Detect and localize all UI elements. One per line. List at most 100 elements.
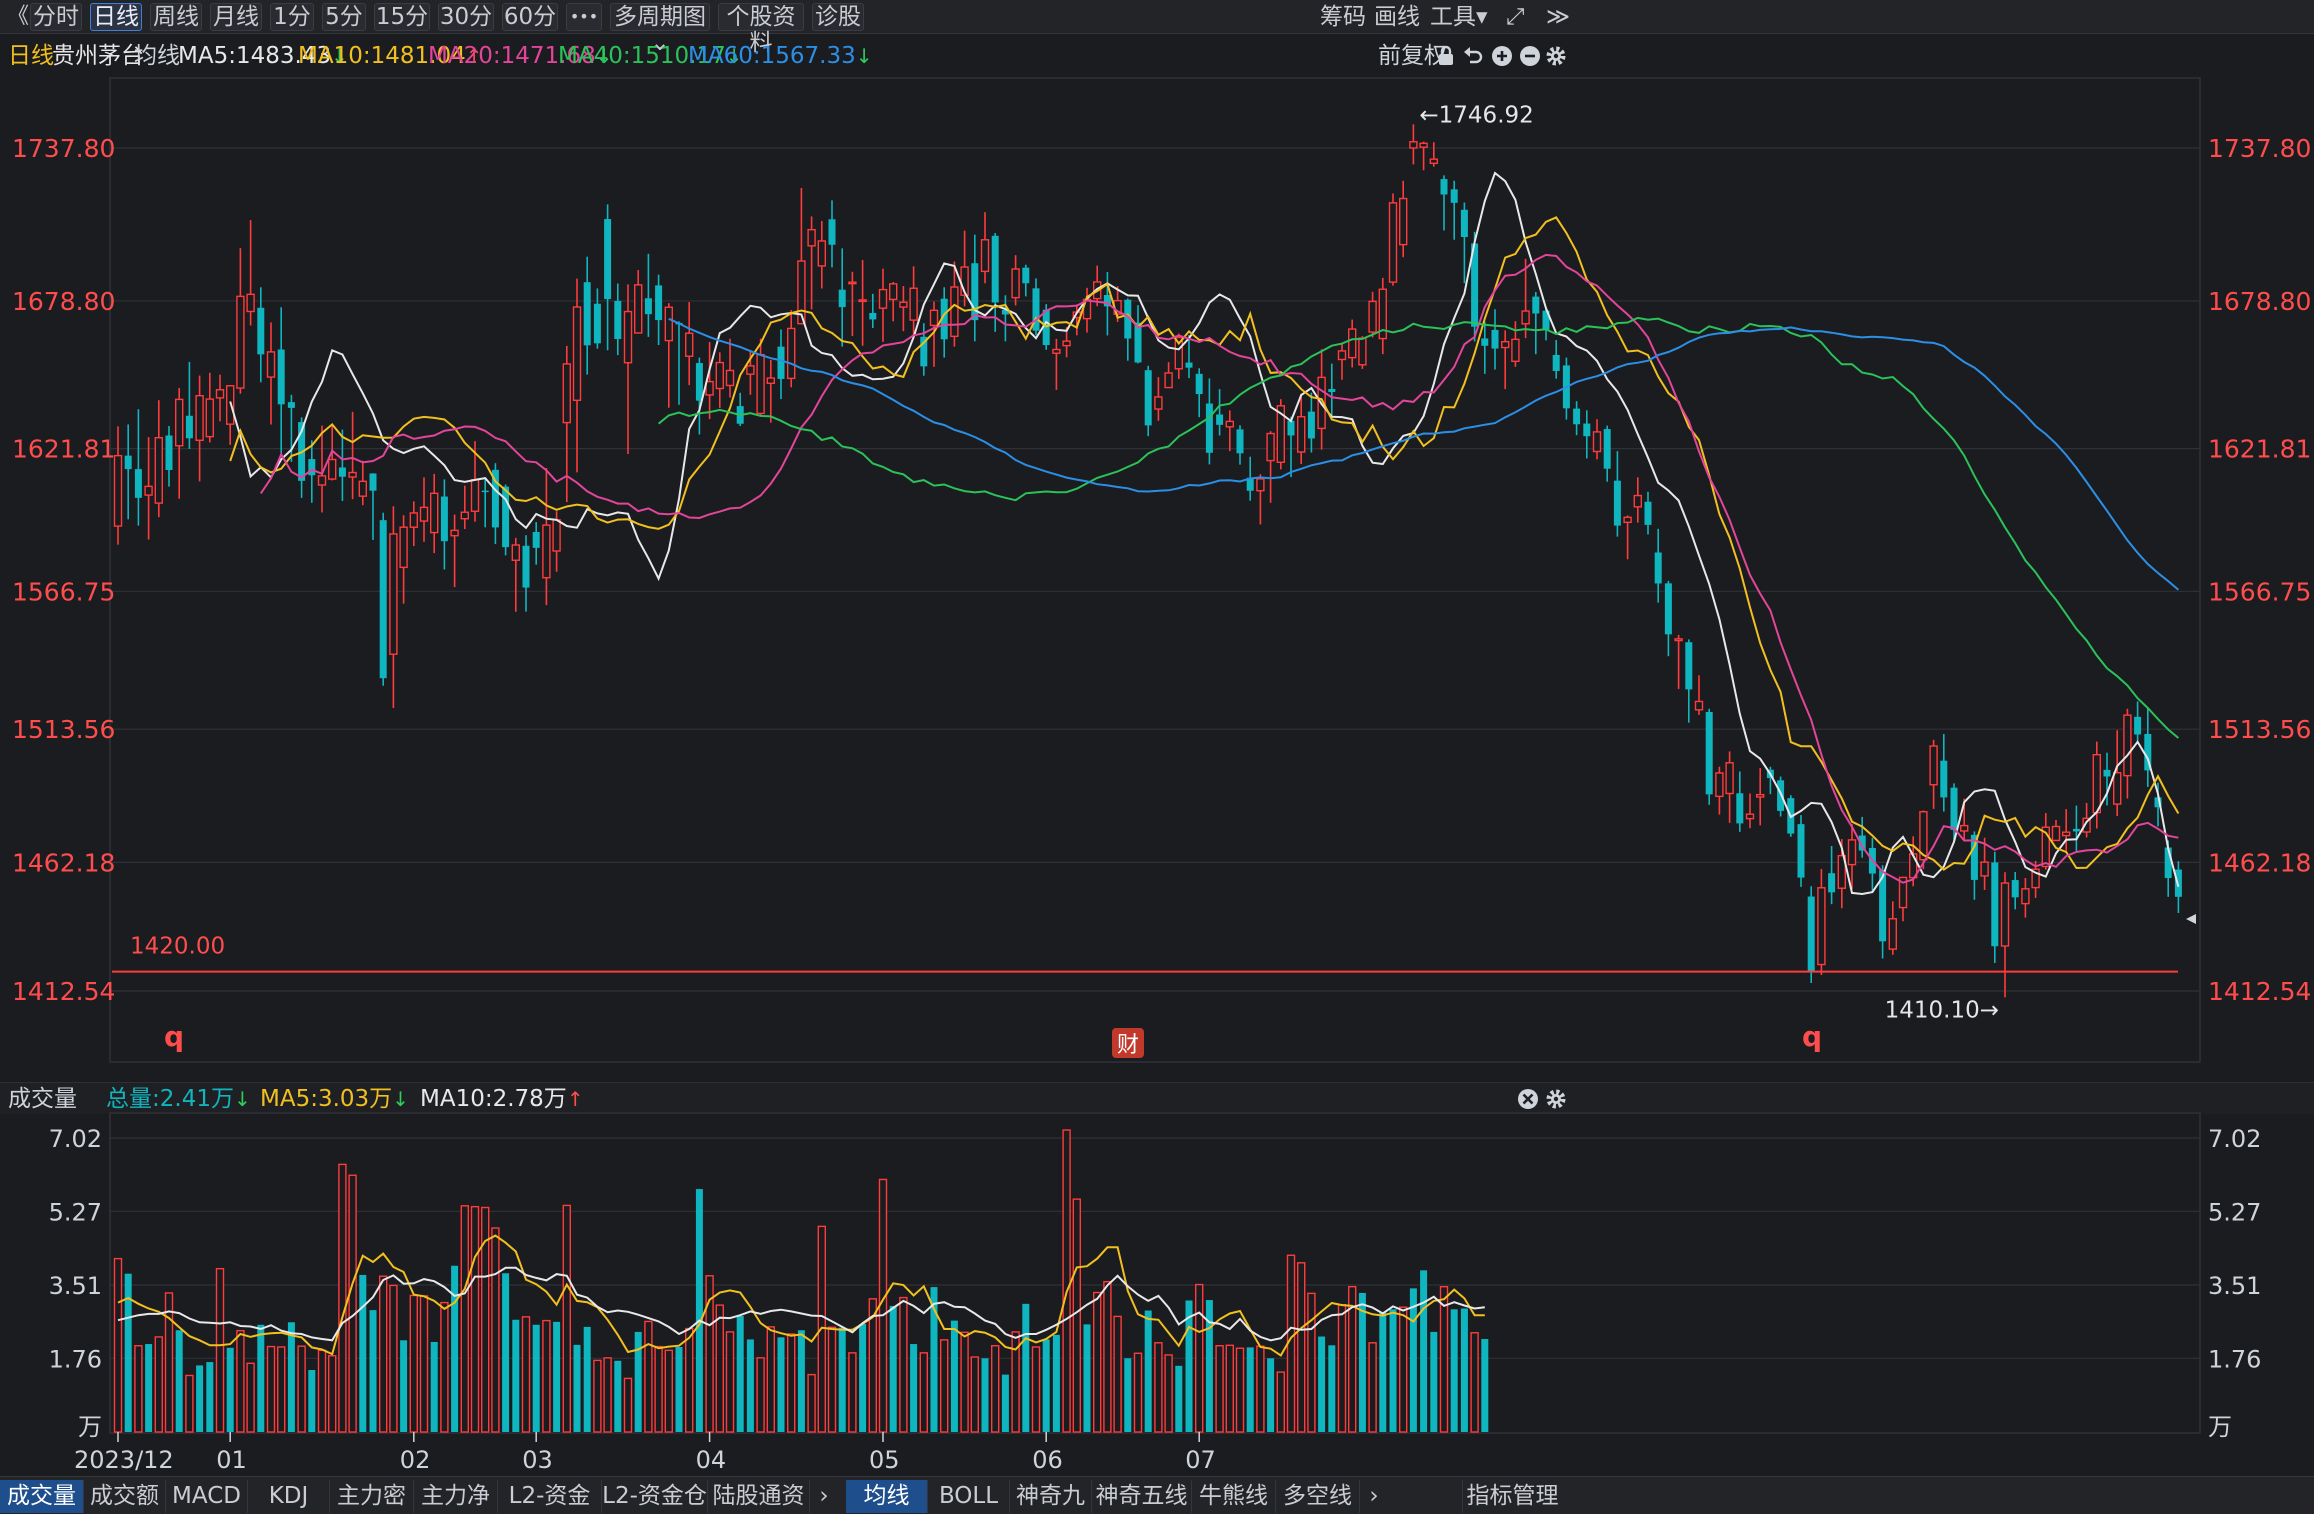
volume-bar[interactable] [348, 1174, 357, 1433]
candle[interactable] [113, 426, 123, 545]
candle[interactable] [2021, 877, 2030, 918]
candle[interactable] [909, 266, 918, 336]
candle[interactable] [655, 274, 663, 346]
tab-l2-bottom[interactable]: L2-资金抄底 [498, 1480, 602, 1513]
volume-bar[interactable] [950, 1320, 958, 1432]
candle[interactable] [1980, 837, 1989, 890]
volume-bar[interactable] [654, 1345, 663, 1433]
volume-bar[interactable] [451, 1265, 459, 1432]
candle[interactable] [1205, 378, 1213, 465]
candle[interactable] [725, 338, 735, 398]
volume-bar[interactable] [859, 1323, 867, 1432]
candle[interactable] [1388, 193, 1398, 286]
volume-bar[interactable] [1318, 1336, 1326, 1432]
fullscreen-icon[interactable]: ⤢ [1506, 4, 1525, 30]
volume-bar[interactable] [787, 1333, 796, 1433]
candle[interactable] [1092, 265, 1102, 307]
candle[interactable] [1828, 846, 1836, 905]
volume-bar[interactable] [440, 1301, 449, 1433]
volume-bar[interactable] [1256, 1345, 1265, 1433]
zoom-in-icon[interactable] [1490, 44, 1514, 68]
tools-dropdown[interactable]: 工具▾ [1430, 4, 1488, 30]
volume-bar[interactable] [583, 1326, 591, 1432]
candle[interactable] [389, 506, 398, 709]
tab-macd[interactable]: MACD [166, 1480, 248, 1513]
candle[interactable] [1052, 338, 1061, 390]
candle[interactable] [1471, 231, 1479, 342]
candle[interactable] [215, 374, 225, 422]
tab-magic-five[interactable]: 神奇五线谱 [1092, 1480, 1192, 1513]
candle[interactable] [1328, 363, 1336, 419]
candle[interactable] [878, 268, 888, 342]
volume-bar[interactable] [196, 1365, 204, 1432]
candle[interactable] [185, 361, 193, 449]
candle[interactable] [419, 477, 429, 542]
candle[interactable] [1847, 824, 1857, 889]
candle[interactable] [817, 221, 826, 289]
volume-bar[interactable] [1307, 1292, 1316, 1433]
event-marker[interactable]: q [164, 1020, 184, 1053]
volume-bar[interactable] [297, 1345, 306, 1433]
candle[interactable] [675, 321, 683, 405]
volume-bar[interactable] [1031, 1346, 1041, 1433]
settings-gear-icon[interactable] [1544, 43, 1568, 69]
volume-bar[interactable] [185, 1374, 194, 1433]
event-marker[interactable]: q [1802, 1020, 1822, 1053]
volume-bar[interactable] [287, 1322, 295, 1432]
candle[interactable] [848, 271, 857, 337]
collapse-icon[interactable]: 《 [6, 4, 29, 29]
diagnose-button[interactable]: 诊股 [812, 3, 864, 31]
volume-bar[interactable] [1001, 1374, 1009, 1432]
candle[interactable] [1552, 340, 1560, 379]
candle[interactable] [1368, 291, 1377, 338]
volume-bar[interactable] [562, 1204, 571, 1433]
volume-bar[interactable] [981, 1358, 989, 1432]
tab-30min[interactable]: 30分 [438, 3, 494, 31]
volume-bar[interactable] [277, 1346, 286, 1433]
candle[interactable] [1755, 768, 1765, 826]
candle[interactable] [1491, 309, 1499, 370]
tab-kdj[interactable]: KDJ [248, 1480, 330, 1513]
volume-bar[interactable] [521, 1316, 531, 1433]
candle[interactable] [1532, 291, 1540, 355]
volume-bar[interactable] [1481, 1339, 1489, 1432]
candle[interactable] [685, 302, 694, 386]
volume-bar[interactable] [746, 1339, 754, 1432]
volume-bar[interactable] [970, 1356, 979, 1433]
candle[interactable] [1797, 815, 1805, 887]
candle[interactable] [623, 284, 633, 455]
volume-bar[interactable] [1430, 1331, 1438, 1432]
candle[interactable] [695, 357, 703, 435]
volume-bar[interactable] [542, 1319, 551, 1433]
candle[interactable] [1144, 365, 1152, 437]
candle[interactable] [2082, 802, 2091, 838]
candle[interactable] [1970, 831, 1978, 900]
volume-bar[interactable] [614, 1360, 622, 1432]
volume-bar[interactable] [338, 1163, 347, 1433]
candle[interactable] [1134, 305, 1142, 364]
tab-main-force-net[interactable]: 主力净额 [414, 1480, 498, 1513]
volume-bar[interactable] [603, 1357, 612, 1433]
candle[interactable] [430, 473, 439, 554]
volume-bar[interactable] [359, 1274, 367, 1432]
volume-bar[interactable] [1296, 1262, 1306, 1433]
candle[interactable] [134, 409, 142, 526]
expand-icon[interactable]: ≫ [1546, 4, 1571, 30]
candle[interactable] [1991, 851, 1999, 964]
volume-bar[interactable] [124, 1273, 132, 1432]
tab-60min[interactable]: 60分 [502, 3, 558, 31]
volume-bar[interactable] [379, 1275, 388, 1433]
volume-bar[interactable] [1103, 1280, 1112, 1433]
candle[interactable] [1011, 255, 1020, 306]
candle[interactable] [940, 287, 948, 358]
tab-boll[interactable]: BOLL [928, 1480, 1010, 1513]
candle[interactable] [205, 372, 215, 443]
candle[interactable] [1929, 739, 1938, 809]
candle[interactable] [1347, 319, 1357, 368]
volume-bar[interactable] [553, 1321, 561, 1432]
candle[interactable] [1307, 392, 1315, 453]
more-periods-button[interactable]: ••• [566, 3, 602, 31]
tab-monthly[interactable]: 月线 [210, 3, 262, 31]
volume-bar[interactable] [848, 1352, 857, 1433]
volume-bar[interactable] [1337, 1303, 1347, 1433]
